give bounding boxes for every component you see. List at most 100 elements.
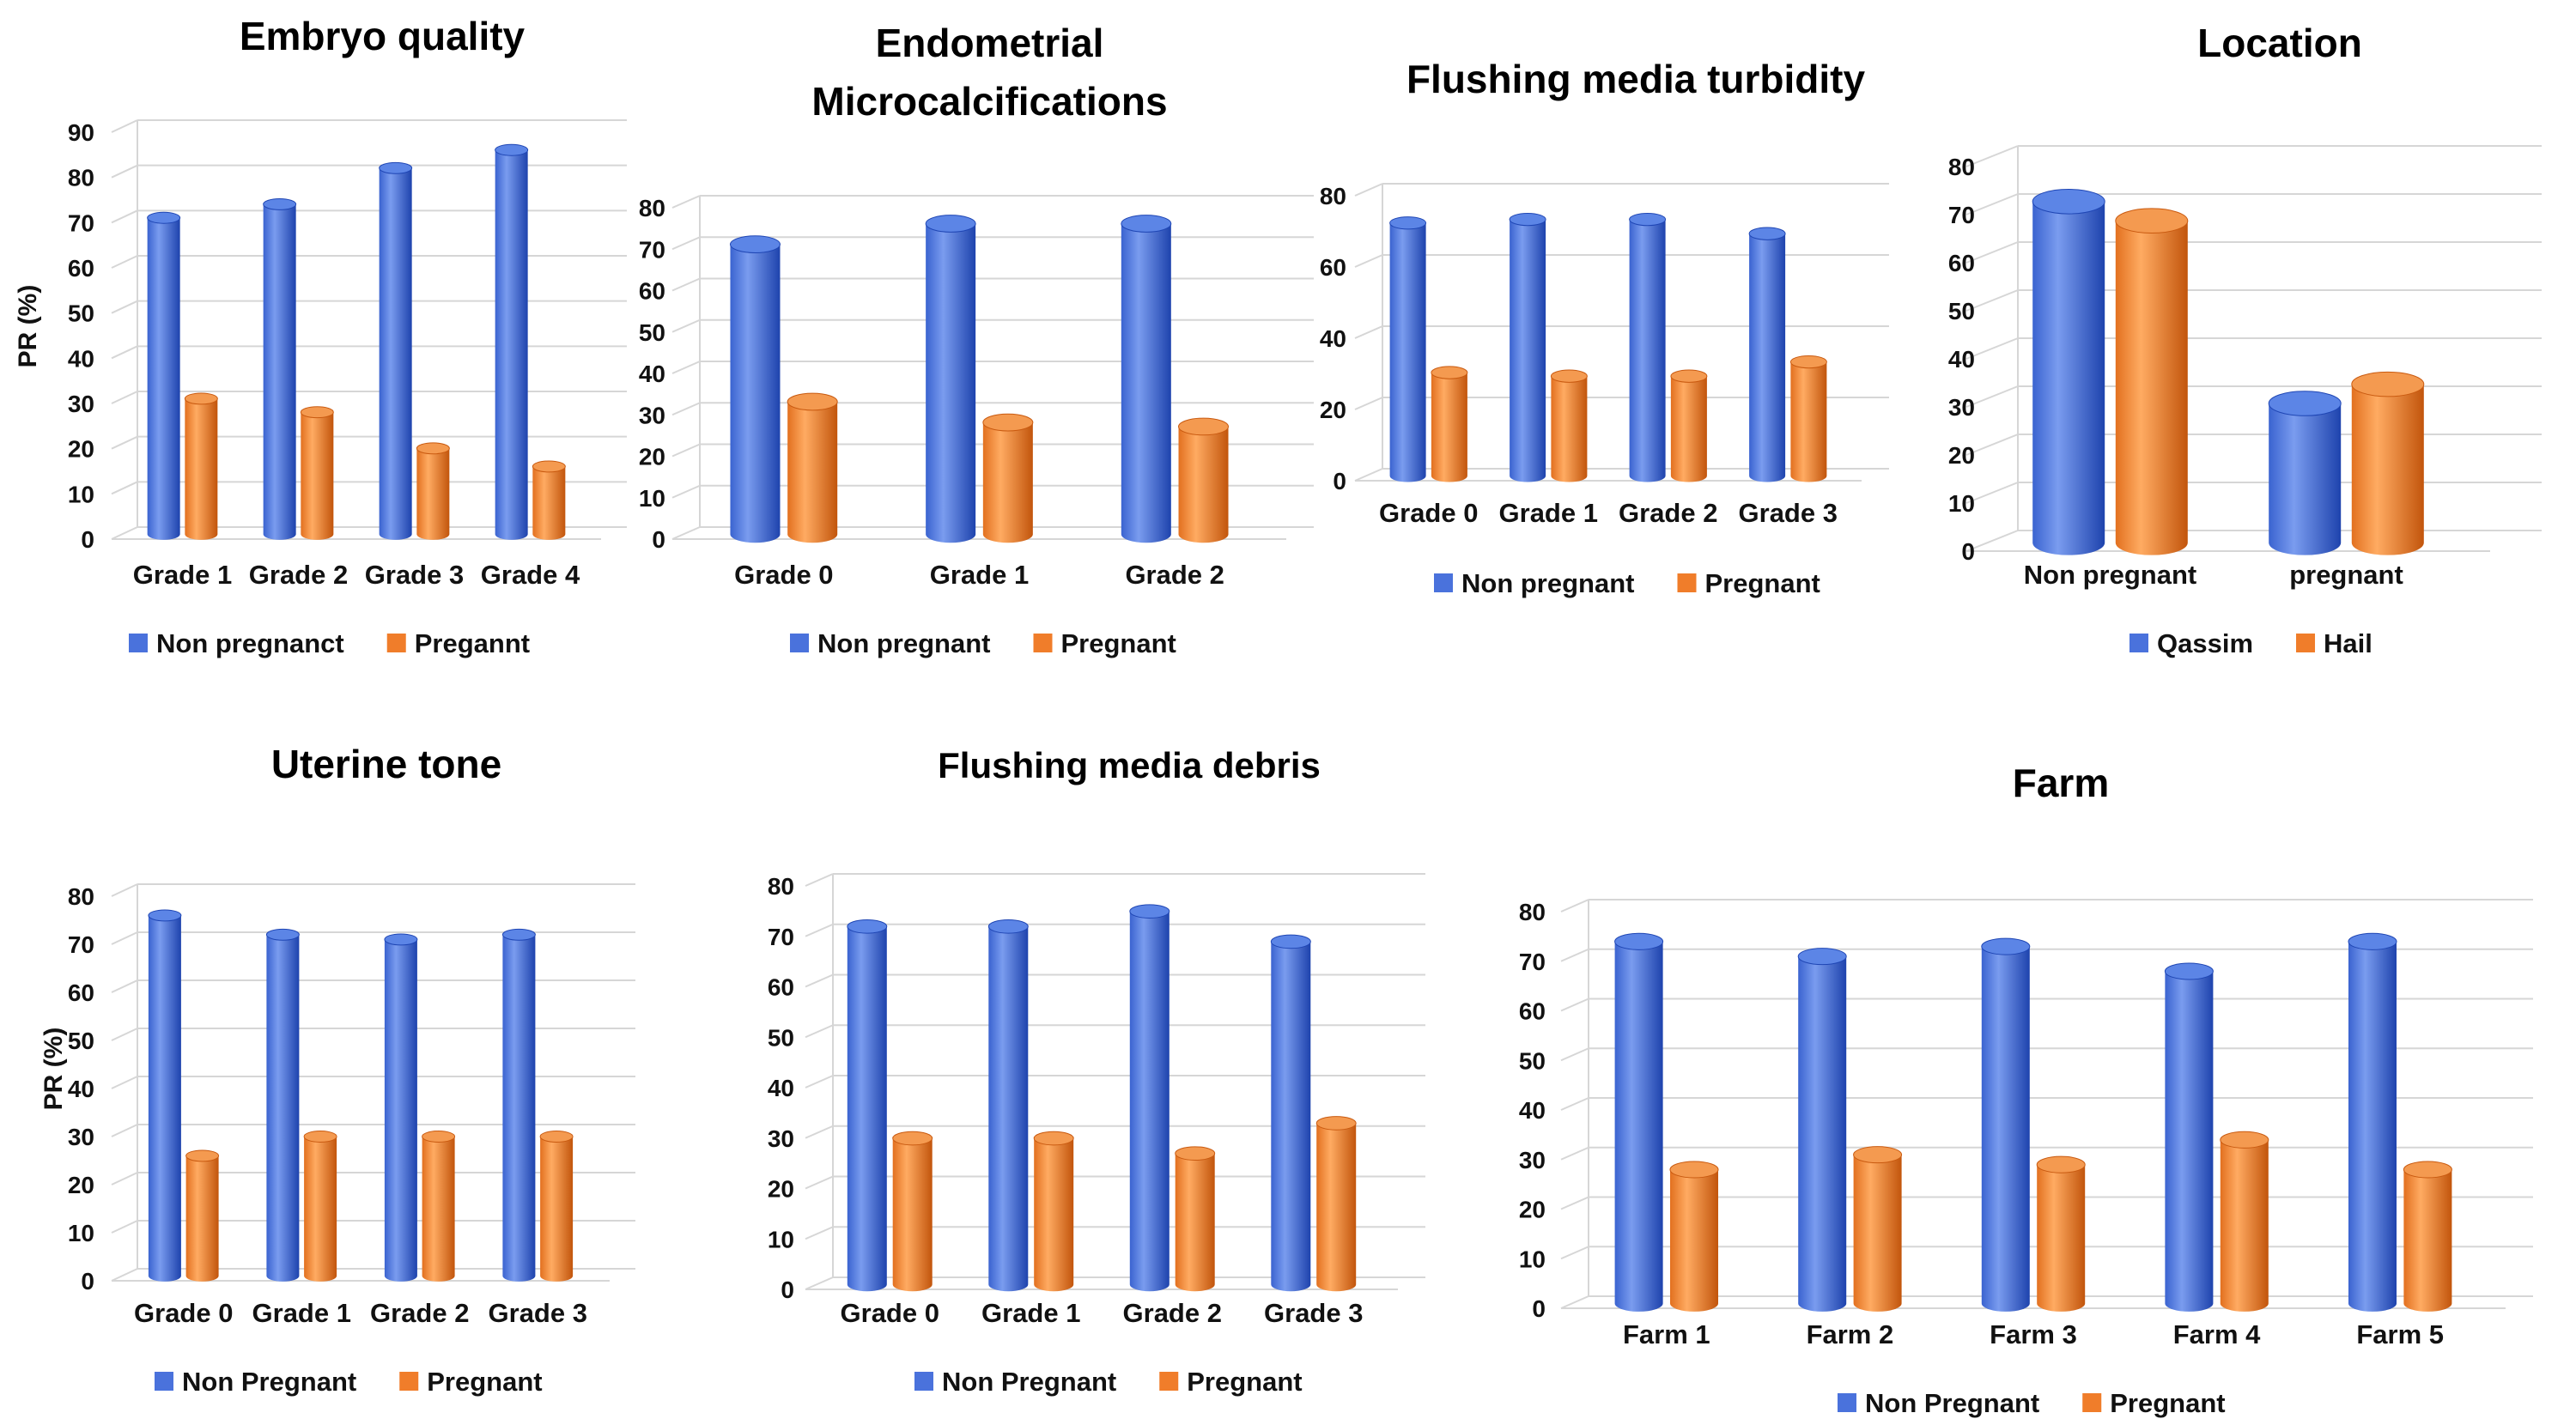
y-tick-label: 20: [1519, 1197, 1546, 1223]
y-tick-label: 0: [1333, 468, 1346, 494]
bar-micro-1-0-top: [787, 392, 838, 411]
legend-label: Non pregnant: [817, 628, 991, 658]
bar-turbidity-0-0: [1389, 222, 1426, 482]
bar-uterine-1-3: [540, 1137, 574, 1282]
x-tick-label: Grade 2: [1619, 498, 1717, 528]
gridline-side: [671, 318, 701, 333]
bar-micro-0-0-top: [729, 235, 781, 254]
gridline-side: [111, 1220, 138, 1234]
bar-farm-0-3-top: [2164, 962, 2214, 980]
bar-embryo-0-0: [147, 217, 180, 540]
y-tick-label: 70: [1948, 202, 1975, 228]
gridline-side: [1354, 325, 1383, 339]
y-tick-label: 60: [68, 979, 94, 1006]
legend-label: Non Pregnant: [182, 1367, 356, 1397]
bar-turbidity-0-3-top: [1748, 227, 1786, 240]
bar-farm-0-0: [1614, 941, 1663, 1312]
gridline-side: [1560, 1196, 1589, 1210]
gridline-side: [111, 979, 138, 993]
gridline-side: [1560, 948, 1589, 962]
y-tick-label: 20: [768, 1176, 794, 1203]
bar-location-1-1-top: [2351, 371, 2425, 397]
gridline-side: [671, 526, 701, 540]
x-tick-label: Grade 1: [930, 560, 1029, 590]
y-tick-label: 10: [1519, 1246, 1546, 1272]
bar-embryo-1-0-top: [184, 392, 218, 405]
y-tick-label: 30: [639, 402, 665, 428]
chart-title: Embryo quality: [240, 14, 526, 58]
gridline-side: [111, 345, 138, 360]
legend-swatch: [1838, 1393, 1856, 1412]
x-tick-label: Grade 3: [1264, 1298, 1363, 1328]
y-tick-label: 30: [1948, 394, 1975, 421]
bar-location-0-1: [2269, 403, 2342, 555]
legend-label: Pregnant: [427, 1367, 542, 1397]
bar-debris-1-3: [1316, 1123, 1357, 1292]
gridline-side: [1965, 337, 2019, 360]
y-tick-label: 10: [68, 1220, 94, 1246]
gridline-side: [671, 236, 701, 251]
y-axis-label: PR (%): [14, 285, 42, 368]
y-tick-label: 10: [639, 485, 665, 512]
bar-uterine-0-2: [384, 939, 417, 1282]
chart-title: Microcalcifications: [811, 79, 1167, 124]
y-tick-label: 80: [768, 873, 794, 900]
y-tick-label: 20: [1948, 442, 1975, 469]
x-tick-label: Grade 4: [481, 560, 580, 590]
bar-embryo-0-3-top: [495, 143, 529, 156]
gridline-side: [111, 481, 138, 495]
legend-swatch: [1434, 573, 1453, 592]
bar-turbidity-0-1: [1510, 219, 1546, 482]
legend-label: Pregnant: [1187, 1367, 1302, 1397]
legend-label: Pregannt: [415, 628, 530, 658]
bar-farm-0-4-top: [2348, 932, 2397, 950]
legend-label: Qassim: [2157, 628, 2253, 658]
gridline-side: [805, 873, 834, 887]
gridline-side: [1560, 1246, 1589, 1260]
y-tick-label: 20: [68, 436, 94, 463]
chart-debris: Flushing media debris 0 10 20 30 40 50 60 70 80 Gr…: [768, 745, 1425, 1397]
gridline-side: [1965, 530, 2019, 552]
legend-swatch: [1159, 1372, 1179, 1391]
x-tick-label: Grade 3: [1739, 498, 1838, 528]
y-tick-label: 80: [639, 195, 665, 221]
bar-farm-1-0-top: [1669, 1161, 1719, 1179]
x-tick-label: Grade 2: [370, 1298, 469, 1328]
gridline-side: [111, 931, 138, 945]
legend-swatch: [1677, 573, 1697, 592]
chart-title: Endometrial: [876, 21, 1104, 65]
bar-farm-1-4: [2403, 1169, 2452, 1312]
y-tick-label: 10: [768, 1226, 794, 1252]
gridline-side: [111, 526, 138, 540]
legend: Non pregnant Pregnant: [790, 628, 1176, 658]
gridline-side: [1354, 183, 1383, 197]
bar-embryo-1-2-top: [416, 442, 450, 455]
gridline-side: [111, 1124, 138, 1137]
gridline-side: [111, 883, 138, 897]
gridline-side: [1965, 482, 2019, 504]
gridline-side: [671, 361, 701, 374]
bar-embryo-0-2-top: [379, 161, 413, 174]
bar-farm-0-1-top: [1797, 948, 1847, 966]
bar-micro-0-1: [926, 223, 976, 543]
gridline-side: [111, 1028, 138, 1041]
y-tick-label: 70: [768, 924, 794, 950]
bar-debris-0-3: [1271, 941, 1311, 1292]
gridline-side: [671, 195, 701, 209]
gridline-side: [111, 300, 138, 314]
bar-micro-1-0: [787, 402, 838, 543]
x-tick-label: Farm 4: [2173, 1319, 2261, 1349]
gridline-side: [1354, 397, 1383, 410]
bar-embryo-1-1-top: [300, 406, 334, 419]
gridline-side: [805, 923, 834, 937]
gridline-side: [1560, 1097, 1589, 1111]
x-tick-label: Grade 2: [1125, 560, 1224, 590]
y-tick-label: 60: [1320, 254, 1346, 281]
bar-micro-1-1: [982, 422, 1033, 543]
y-tick-label: 60: [68, 255, 94, 282]
bar-turbidity-0-0-top: [1389, 216, 1427, 230]
bar-farm-0-2: [1981, 946, 2030, 1312]
legend-swatch: [790, 634, 809, 652]
bar-farm-1-2-top: [2036, 1155, 2086, 1173]
